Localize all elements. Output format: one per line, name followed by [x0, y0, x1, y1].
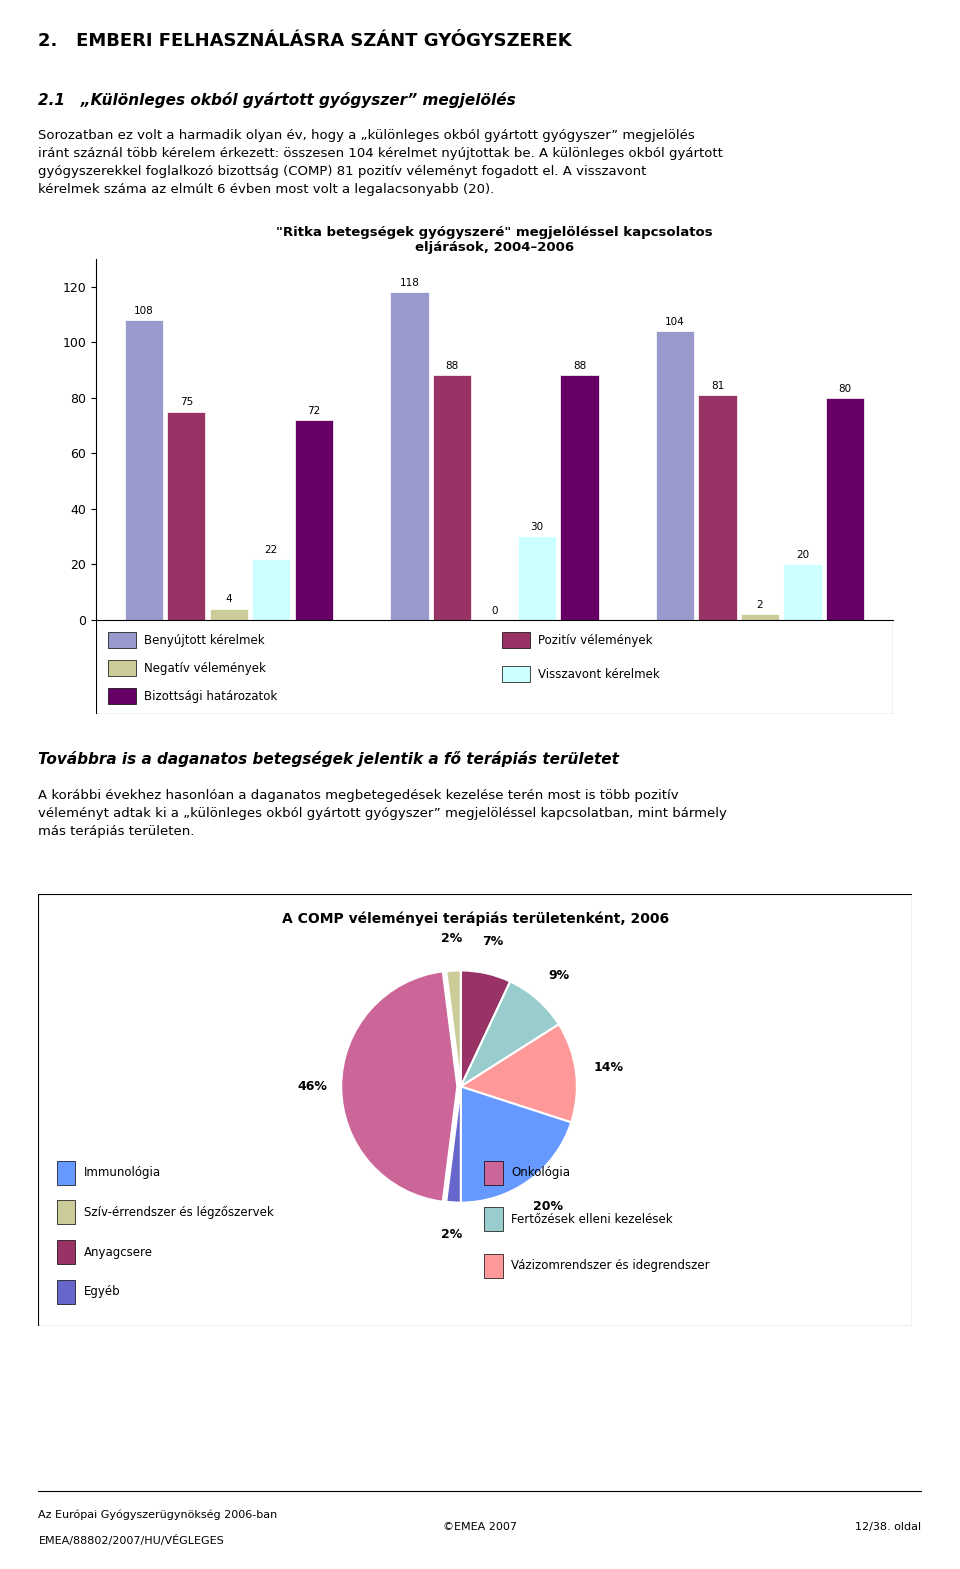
Bar — [783, 565, 822, 620]
FancyBboxPatch shape — [484, 1161, 502, 1185]
Title: "Ritka betegségek gyógyszeré" megjelöléssel kapcsolatos
eljárások, 2004–2006: "Ritka betegségek gyógyszeré" megjelölés… — [276, 226, 712, 254]
Wedge shape — [461, 970, 510, 1086]
Wedge shape — [341, 971, 457, 1202]
Bar — [209, 609, 248, 620]
Text: 88: 88 — [573, 361, 586, 372]
Text: Egyéb: Egyéb — [84, 1285, 121, 1298]
Text: 22: 22 — [265, 544, 278, 554]
FancyBboxPatch shape — [502, 665, 530, 683]
Text: Sorozatban ez volt a harmadik olyan év, hogy a „különleges okból gyártott gyógys: Sorozatban ez volt a harmadik olyan év, … — [38, 129, 723, 196]
Text: Az Európai Gyógyszerügynökség 2006-ban: Az Európai Gyógyszerügynökség 2006-ban — [38, 1509, 277, 1520]
Wedge shape — [446, 970, 461, 1086]
Bar — [252, 559, 291, 620]
Text: 20%: 20% — [533, 1200, 564, 1213]
Text: 118: 118 — [399, 278, 420, 289]
FancyBboxPatch shape — [57, 1161, 75, 1185]
Text: 9%: 9% — [548, 968, 569, 982]
Text: Anyagcsere: Anyagcsere — [84, 1246, 153, 1258]
Text: 72: 72 — [307, 406, 321, 416]
Text: EMEA/88802/2007/HU/VÉGLEGES: EMEA/88802/2007/HU/VÉGLEGES — [38, 1534, 224, 1545]
Text: A COMP véleményei terápiás területenként, 2006: A COMP véleményei terápiás területenként… — [281, 912, 669, 926]
Text: Vázizomrendszer és idegrendszer: Vázizomrendszer és idegrendszer — [511, 1260, 709, 1272]
Bar — [295, 420, 333, 620]
Bar — [125, 320, 163, 620]
Text: 7%: 7% — [483, 935, 504, 948]
Text: 4: 4 — [226, 595, 232, 604]
Text: Továbbra is a daganatos betegségek jelentik a fő terápiás területet: Továbbra is a daganatos betegségek jelen… — [38, 752, 619, 767]
Bar — [826, 397, 864, 620]
Text: 12/38. oldal: 12/38. oldal — [855, 1522, 922, 1533]
Bar — [698, 395, 736, 620]
FancyBboxPatch shape — [57, 1200, 75, 1224]
Text: Onkológia: Onkológia — [511, 1166, 570, 1180]
Wedge shape — [461, 982, 559, 1086]
Text: ©EMEA 2007: ©EMEA 2007 — [443, 1522, 517, 1533]
Text: Benyújtott kérelmek: Benyújtott kérelmek — [144, 634, 264, 646]
FancyBboxPatch shape — [108, 632, 136, 648]
Text: 81: 81 — [710, 381, 724, 391]
Wedge shape — [446, 1086, 461, 1202]
Bar — [517, 537, 556, 620]
Bar — [741, 613, 780, 620]
Wedge shape — [461, 1025, 577, 1122]
Text: 75: 75 — [180, 397, 193, 408]
Wedge shape — [461, 1086, 571, 1202]
Text: Negatív vélemények: Negatív vélemények — [144, 662, 266, 675]
FancyBboxPatch shape — [108, 689, 136, 704]
FancyBboxPatch shape — [57, 1240, 75, 1265]
FancyBboxPatch shape — [57, 1280, 75, 1304]
Text: Immunológia: Immunológia — [84, 1166, 161, 1180]
FancyBboxPatch shape — [38, 894, 912, 1326]
Text: Szív-érrendszer és légzőszervek: Szív-érrendszer és légzőszervek — [84, 1207, 274, 1219]
Text: 30: 30 — [530, 522, 543, 532]
FancyBboxPatch shape — [484, 1207, 502, 1232]
Bar — [433, 375, 471, 620]
Text: 108: 108 — [134, 306, 154, 315]
Text: 104: 104 — [665, 317, 684, 326]
Text: 0: 0 — [492, 606, 497, 615]
Text: A korábbi évekhez hasonlóan a daganatos megbetegedések kezelése terén most is tö: A korábbi évekhez hasonlóan a daganatos … — [38, 789, 728, 838]
Text: 20: 20 — [796, 551, 809, 560]
Text: 2%: 2% — [441, 932, 462, 945]
FancyBboxPatch shape — [484, 1254, 502, 1277]
Text: 2: 2 — [756, 599, 763, 610]
FancyBboxPatch shape — [108, 661, 136, 676]
Text: Fertőzések elleni kezelések: Fertőzések elleni kezelések — [511, 1213, 673, 1225]
Text: 46%: 46% — [298, 1079, 327, 1094]
Bar — [656, 331, 694, 620]
FancyBboxPatch shape — [96, 620, 893, 714]
Text: 2.   EMBERI FELHASZNÁLÁSRA SZÁNT GYÓGYSZEREK: 2. EMBERI FELHASZNÁLÁSRA SZÁNT GYÓGYSZER… — [38, 31, 572, 50]
Text: Bizottsági határozatok: Bizottsági határozatok — [144, 690, 277, 703]
Text: 14%: 14% — [593, 1061, 623, 1075]
Text: 88: 88 — [445, 361, 459, 372]
Text: Pozitív vélemények: Pozitív vélemények — [539, 634, 653, 646]
Bar — [167, 411, 205, 620]
FancyBboxPatch shape — [502, 632, 530, 648]
Text: 80: 80 — [838, 383, 852, 394]
Text: 2%: 2% — [441, 1229, 462, 1241]
Bar — [561, 375, 598, 620]
Text: 2.1   „Különleges okból gyártott gyógyszer” megjelölés: 2.1 „Különleges okból gyártott gyógyszer… — [38, 93, 516, 108]
Text: Visszavont kérelmek: Visszavont kérelmek — [539, 668, 660, 681]
Bar — [391, 292, 428, 620]
